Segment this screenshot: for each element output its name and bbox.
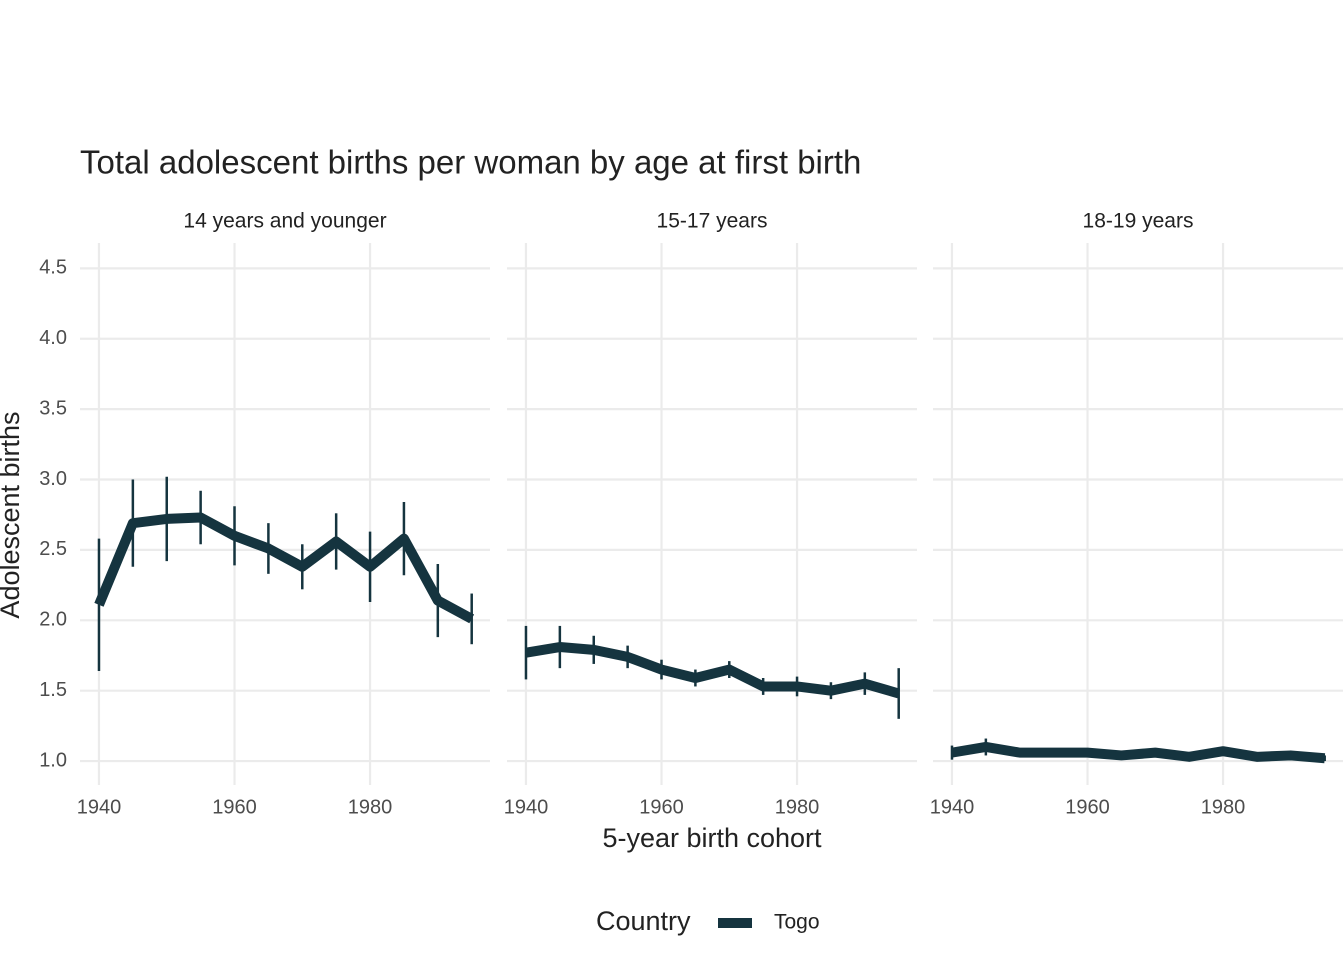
line [951, 741, 1326, 764]
x-tick-label: 1960 [639, 796, 684, 818]
x-tick-label: 1940 [77, 796, 122, 818]
y-tick-label: 3.0 [39, 468, 67, 490]
x-tick-label: 1940 [930, 796, 975, 818]
x-axis-label: 5-year birth cohort [602, 823, 822, 853]
y-tick-label: 2.5 [39, 538, 67, 560]
legend-label: Togo [774, 911, 820, 934]
x-tick-label: 1940 [504, 796, 549, 818]
y-axis-label: Adolescent births [0, 411, 25, 618]
y-tick-label: 4.0 [39, 327, 67, 349]
y-tick-label: 4.5 [39, 257, 67, 279]
line [525, 642, 901, 699]
x-tick-label: 1980 [775, 796, 820, 818]
chart-title: Total adolescent births per woman by age… [80, 144, 861, 181]
x-tick-label: 1960 [212, 796, 257, 818]
x-tick-label: 1960 [1065, 796, 1110, 818]
x-tick-label: 1980 [348, 796, 393, 818]
line [94, 512, 475, 624]
y-tick-label: 2.0 [39, 609, 67, 631]
y-tick-label: 1.5 [39, 679, 67, 701]
y-tick-label: 3.5 [39, 397, 67, 419]
x-tick-label: 1980 [1201, 796, 1246, 818]
legend-title: Country [596, 906, 691, 936]
panel-title: 15-17 years [657, 210, 768, 233]
panel-title: 18-19 years [1083, 210, 1194, 233]
panel-title: 14 years and younger [183, 210, 386, 233]
y-tick-label: 1.0 [39, 749, 67, 771]
